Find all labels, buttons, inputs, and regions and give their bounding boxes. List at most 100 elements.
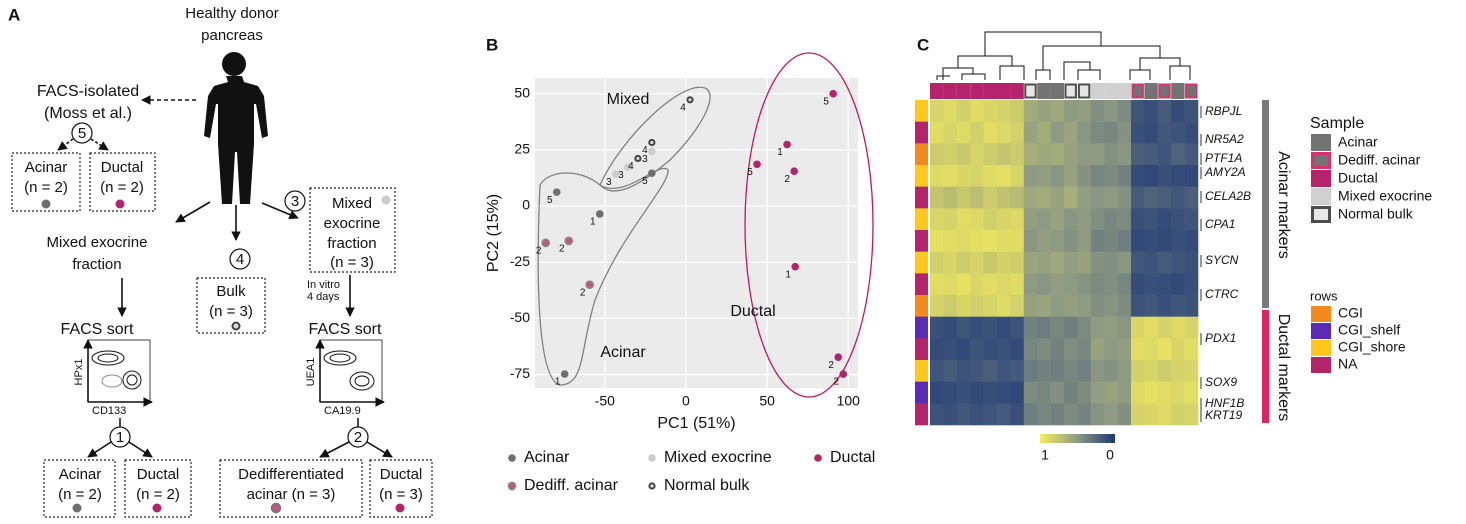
- heatmap-cell: [1157, 100, 1172, 122]
- dot: [41, 199, 51, 209]
- heatmap-cell: [930, 403, 944, 426]
- point: [791, 262, 799, 271]
- label: (n = 3): [209, 303, 253, 320]
- legend-swatch: [1311, 206, 1331, 223]
- gene-label: AMY2A: [1204, 165, 1246, 179]
- box: [11, 152, 81, 212]
- heatmap-cell: [1144, 251, 1159, 274]
- heatmap-cell: [983, 251, 998, 274]
- heatmap-cell: [1104, 273, 1118, 296]
- label: (n = 3): [330, 254, 374, 271]
- label: Bulk: [216, 283, 246, 300]
- dot: [231, 321, 241, 331]
- heatmap-cell: [1050, 360, 1065, 382]
- heatmap-cell: [1077, 230, 1092, 252]
- heatmap-cell: [997, 165, 1011, 187]
- heatmap-cell: [1077, 251, 1092, 274]
- heatmap-cell: [1117, 381, 1132, 404]
- heatmap-cell: [1157, 208, 1172, 231]
- heatmap-cell: [930, 316, 944, 339]
- heatmap-cell: [1077, 165, 1092, 187]
- gene-label: NR5A2: [1205, 132, 1244, 146]
- plot-background: [535, 78, 858, 388]
- column-annotation: [1158, 83, 1171, 99]
- column-annotation: [930, 83, 944, 99]
- x-tick-label: 100: [837, 393, 861, 409]
- legend-label: CGI: [1338, 305, 1363, 321]
- point: [834, 353, 842, 362]
- heatmap-cell: [1184, 273, 1199, 296]
- point: [686, 96, 694, 104]
- heatmap-cell: [1144, 121, 1159, 144]
- label: Healthy donor: [185, 5, 278, 22]
- heatmap-cell: [1010, 165, 1025, 187]
- heatmap-cell: [930, 360, 944, 382]
- legend-label: Normal bulk: [664, 477, 750, 494]
- legend-label: CGI_shore: [1338, 339, 1406, 355]
- box: [309, 187, 396, 273]
- legend-swatch: [1311, 170, 1331, 187]
- heatmap-cell: [1037, 381, 1051, 404]
- heatmap-cell: [1157, 338, 1172, 361]
- human-silhouette: [204, 52, 268, 204]
- heatmap-cell: [943, 208, 958, 231]
- heatmap-cell: [1077, 316, 1092, 339]
- heatmap-cell: [983, 381, 998, 404]
- heatmap-cell: [1117, 100, 1132, 122]
- point-label: 2: [833, 377, 839, 388]
- heatmap-cell: [1010, 100, 1025, 122]
- legend-swatch: [1311, 152, 1331, 169]
- heatmap-cell: [1090, 316, 1105, 339]
- heatmap-cell: [1010, 381, 1025, 404]
- heatmap-cell: [1184, 121, 1199, 144]
- heatmap-cell: [1090, 338, 1105, 361]
- heatmap-cell: [970, 121, 984, 144]
- column-annotation: [1104, 83, 1118, 99]
- colorbar-tick: 0: [1106, 447, 1114, 463]
- legend-label: NA: [1338, 356, 1358, 372]
- heatmap-cell: [1050, 121, 1065, 144]
- heatmap-cell: [1104, 295, 1118, 317]
- heatmap-cell: [983, 273, 998, 296]
- label: fraction: [72, 256, 121, 273]
- heatmap-cell: [970, 360, 984, 382]
- heatmap-cell: [1131, 186, 1145, 209]
- column-annotation: [1064, 83, 1077, 99]
- step-number: 5: [78, 125, 86, 142]
- label: 4 days: [307, 291, 340, 303]
- heatmap-cell: [1037, 230, 1051, 252]
- heatmap-cell: [1037, 360, 1051, 382]
- heatmap-cell: [1104, 186, 1118, 209]
- heatmap-cell: [956, 100, 971, 122]
- marker-bar: [1262, 310, 1269, 423]
- heatmap-cell: [1184, 381, 1199, 404]
- heatmap-cell: [956, 403, 971, 426]
- heatmap-cell: [997, 230, 1011, 252]
- legend-marker: [507, 481, 517, 491]
- heatmap-cell: [1131, 165, 1145, 187]
- heatmap-cell: [1090, 251, 1105, 274]
- step-circle: [71, 122, 93, 144]
- heatmap-cell: [930, 295, 944, 317]
- label: Acinar: [25, 159, 68, 176]
- heatmap-cell: [1050, 316, 1065, 339]
- y-tick-label: -75: [510, 365, 530, 381]
- step-circle: [284, 190, 306, 212]
- column-annotation: [1117, 83, 1131, 99]
- row-annotation: [915, 143, 928, 166]
- heatmap-cell: [983, 100, 998, 122]
- box: [196, 277, 266, 334]
- heatmap-cell: [956, 338, 971, 361]
- point-label: 2: [828, 360, 834, 371]
- heatmap-cell: [1037, 143, 1051, 166]
- heatmap-cell: [970, 403, 984, 426]
- heatmap-cell: [1104, 403, 1118, 426]
- heatmap-cell: [1064, 273, 1078, 296]
- heatmap-cell: [997, 100, 1011, 122]
- heatmap-cell: [1171, 295, 1185, 317]
- heatmap-cell: [997, 208, 1011, 231]
- heatmap-cell: [1010, 230, 1025, 252]
- heatmap-cell: [1050, 381, 1065, 404]
- heatmap-cell: [970, 338, 984, 361]
- heatmap-cell: [1064, 251, 1078, 274]
